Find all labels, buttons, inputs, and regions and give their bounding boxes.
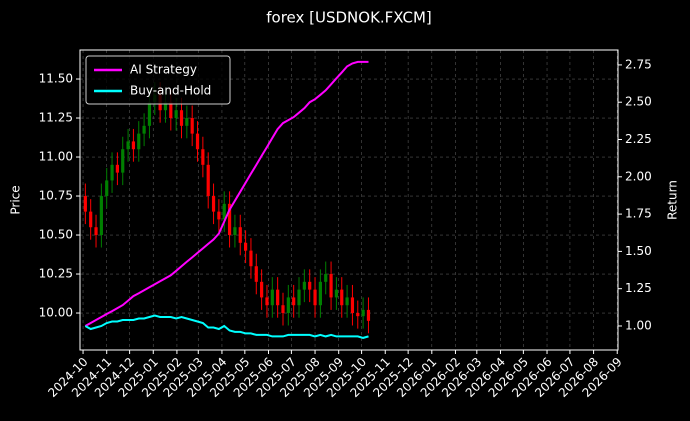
y-tick-label: 10.75 [39,189,73,203]
plot-frame [79,49,619,351]
series-line [84,314,369,339]
candle-body [217,211,221,220]
candle-body [297,289,301,306]
y-tick-label: 10.50 [39,228,73,242]
y-tick-label: 10.00 [39,306,73,320]
y-axis-label: Price [9,185,23,214]
legend-label: AI Strategy [130,63,197,77]
candle-body [206,164,210,197]
candle-body [238,227,242,243]
candle-body [99,196,103,236]
y2-tick-label: 2.25 [625,132,652,146]
candle-body [190,118,194,134]
y-tick-label: 11.25 [39,111,73,125]
legend-label: Buy-and-Hold [130,84,211,98]
candle-body [227,203,232,236]
candle-body [366,309,371,321]
candle-body [222,203,226,220]
candle-body [340,289,344,306]
candle-body [302,281,306,290]
candle-body [361,309,365,317]
y2-tick-label: 2.00 [625,169,652,183]
candle-body [292,297,296,306]
candle-body [89,211,93,228]
candle-body [126,141,130,150]
y-tick-label: 10.25 [39,267,73,281]
y2-tick-label: 1.50 [625,244,652,258]
y2-axis-label: Return [666,180,680,220]
candle-body [318,281,322,306]
candle-body [276,289,280,306]
y2-tick-label: 1.75 [625,207,652,221]
candle-body [334,289,339,298]
candle-body [83,196,87,212]
candle-body [195,133,200,150]
candle-body [281,305,285,314]
candle-body [260,281,264,298]
y2-tick-label: 2.50 [625,95,652,109]
candle-body [105,180,109,197]
y2-tick-label: 1.25 [625,281,652,295]
candle-body [270,289,274,306]
chart-title: forex [USDNOK.FXCM] [266,9,432,27]
candle-body [115,164,119,173]
series-line [84,60,369,327]
candle-body [350,297,355,314]
candle-body [142,125,146,134]
y2-tick-label: 1.00 [625,318,652,332]
candle-body [308,281,312,290]
candle-body [329,274,333,298]
candle-body [211,196,216,212]
candle-body [356,313,360,317]
candle-body [121,149,125,173]
candle-body [249,250,253,267]
candle-body [137,133,141,150]
y2-tick-label: 2.75 [625,57,652,71]
candle-body [201,149,205,165]
candle-body [313,289,317,306]
y-tick-label: 11.00 [39,150,73,164]
candle-body [131,141,136,150]
candle-body [254,266,258,282]
candle-body [243,242,248,251]
candle-body [265,297,269,306]
candle-body [169,102,173,119]
candle-body [233,227,237,236]
candle-body [147,102,152,126]
candle-body [174,110,178,119]
candle-body [94,227,98,236]
candle-body [185,118,189,126]
candle-body [110,164,114,181]
candle-body [163,102,168,111]
candle-body [345,297,349,306]
candle-body [286,297,290,314]
candle-body [324,274,328,282]
y-tick-label: 11.50 [39,72,73,86]
legend: AI Strategy Buy-and-Hold [85,55,231,105]
candle-body [179,110,184,126]
